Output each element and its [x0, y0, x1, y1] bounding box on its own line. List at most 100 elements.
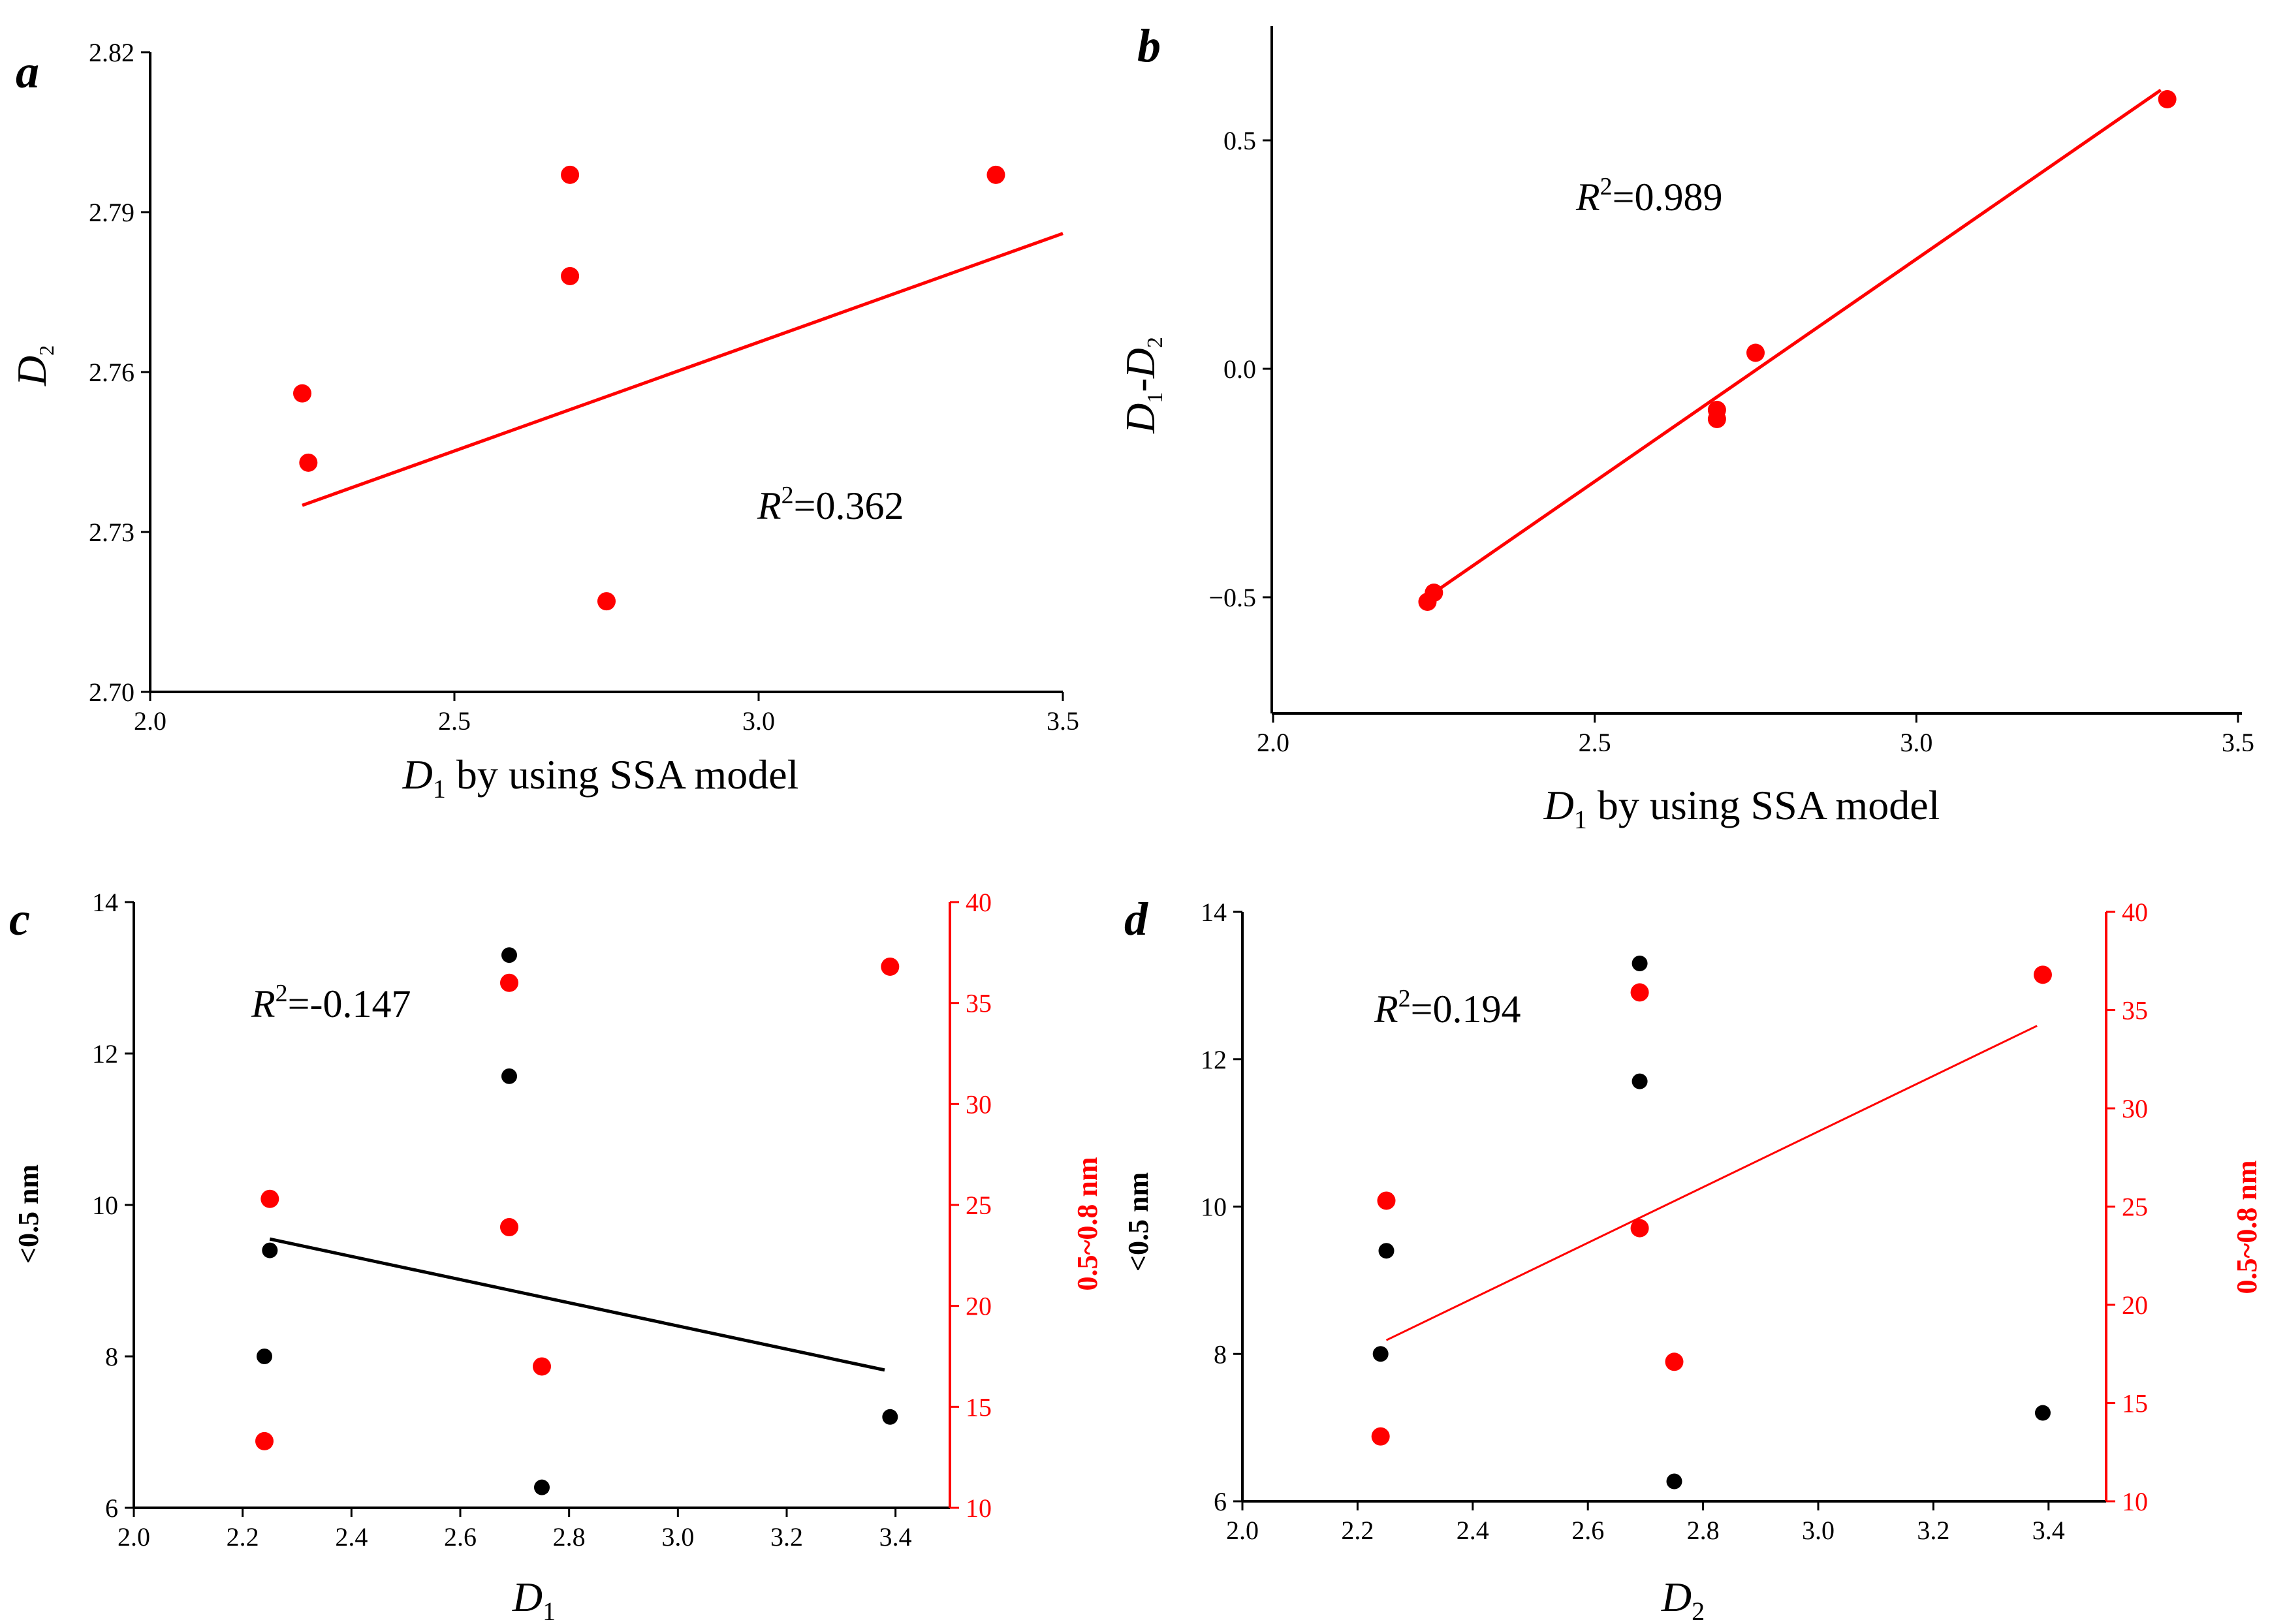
ticks-c: 2.0 2.2 2.4 2.6 2.8 3.0 3.2 3.4 6 8 10 12 14 10 15 20 25…: [92, 888, 992, 1552]
ticks-a: 2.0 2.5 3.0 3.5 2.70 2.73 2.76 2.79 2.82: [89, 38, 1079, 736]
x-tick-label: 3.5: [2222, 728, 2254, 757]
y2-tick-label: 30: [2122, 1094, 2148, 1123]
y-axis-label-b: D1-D2: [1117, 337, 1167, 434]
y2-tick-label: 40: [2122, 898, 2148, 927]
panel-letter-a: a: [16, 46, 39, 98]
y-tick-label: 14: [1201, 898, 1227, 927]
points-a: [293, 165, 1005, 611]
y-axis-label-left-c: <0.5 nm: [12, 1164, 44, 1264]
regression-line: [269, 1237, 885, 1372]
r2-label-c: R2=-0.147: [251, 980, 411, 1025]
y-tick-label: 12: [92, 1039, 118, 1069]
x-tick-label: 2.0: [134, 706, 166, 736]
y2-tick-label: 35: [966, 989, 992, 1018]
y-tick-label: 0.0: [1223, 354, 1256, 384]
y2-tick-label: 20: [966, 1292, 992, 1321]
y-tick-label: 8: [105, 1342, 118, 1371]
black-point: [501, 947, 517, 963]
red-point: [260, 1189, 279, 1208]
y-tick-label: 0.5: [1223, 126, 1256, 155]
r2-label-b: R2=0.989: [1575, 173, 1723, 219]
black-point: [1632, 956, 1648, 972]
x-axis-label-d: D2: [1661, 1574, 1705, 1624]
y2-tick-label: 40: [966, 888, 992, 917]
black-point: [2034, 1405, 2051, 1421]
x-tick-label: 3.0: [742, 706, 775, 736]
red-point: [597, 592, 616, 611]
x-tick-label: 2.5: [1579, 728, 1611, 757]
x-tick-label: 2.2: [1341, 1516, 1374, 1545]
y-tick-label: 2.70: [89, 678, 134, 707]
red-point: [561, 165, 580, 184]
red-point: [1377, 1191, 1396, 1210]
red-point: [1707, 410, 1726, 428]
y2-tick-label: 15: [2122, 1389, 2148, 1418]
red-point: [986, 165, 1005, 184]
black-point: [534, 1479, 550, 1495]
x-tick-label: 3.2: [1917, 1516, 1949, 1545]
panel-letter-d: d: [1124, 893, 1148, 945]
regression-line: [1385, 1025, 2038, 1341]
panel-letter-c: c: [9, 893, 30, 945]
y-tick-label: 12: [1201, 1045, 1227, 1074]
x-tick-label: 2.6: [1571, 1516, 1604, 1545]
y2-tick-label: 25: [966, 1191, 992, 1220]
x-tick-label: 2.8: [553, 1522, 586, 1552]
ticks-b: 2.0 2.5 3.0 3.5 −0.5 0.0 0.5: [1208, 126, 2254, 757]
x-tick-label: 2.8: [1687, 1516, 1720, 1545]
y-axis-label-right-c: 0.5~0.8 nm: [1071, 1157, 1103, 1290]
r2-label-d: R2=0.194: [1374, 985, 1521, 1031]
x-tick-label: 2.0: [118, 1522, 150, 1552]
red-point: [1371, 1427, 1390, 1446]
panel-letter-b: b: [1137, 20, 1161, 72]
fit-line-a: [302, 232, 1064, 507]
red-point: [1630, 1219, 1649, 1238]
red-point: [1630, 983, 1649, 1002]
red-point: [293, 384, 311, 403]
y-tick-label: 2.76: [89, 358, 134, 387]
red-point: [2158, 90, 2177, 108]
x-tick-label: 2.4: [335, 1522, 368, 1552]
x-tick-label: 2.0: [1257, 728, 1289, 757]
x-tick-label: 3.2: [770, 1522, 803, 1552]
red-point: [500, 973, 518, 992]
fit-line-b: [1432, 88, 2162, 595]
y-tick-label: 6: [1214, 1487, 1227, 1516]
x-tick-label: 3.4: [2032, 1516, 2065, 1545]
panel-d: d 2.0 2.2 2.4 2.6 2.8 3.0 3.2 3.4 6 8 10 12 14 10 15 20…: [1122, 893, 2263, 1624]
y-tick-label: 2.79: [89, 198, 134, 227]
y-tick-label: −0.5: [1208, 583, 1256, 612]
red-point: [500, 1218, 518, 1237]
y-tick-label: 14: [92, 888, 118, 917]
y2-tick-label: 10: [966, 1493, 992, 1523]
points-d: [1371, 956, 2052, 1490]
red-point: [255, 1431, 274, 1450]
y2-tick-label: 15: [966, 1392, 992, 1422]
panel-b: b 2.0 2.5 3.0 3.5 −0.5 0.0 0.5 R2=0.989 D1 by …: [1117, 20, 2254, 834]
red-point: [299, 453, 318, 472]
x-axis-label-c: D1: [512, 1574, 556, 1624]
y-axis-label-right-d: 0.5~0.8 nm: [2231, 1160, 2263, 1294]
black-point: [257, 1349, 272, 1364]
black-point: [1378, 1243, 1395, 1259]
x-tick-label: 3.0: [661, 1522, 694, 1552]
r2-label-a: R2=0.362: [757, 482, 904, 527]
fit-line-c: [269, 1237, 885, 1372]
x-axis-label-a: D1 by using SSA model: [402, 751, 799, 804]
y-tick-label: 6: [105, 1493, 118, 1523]
black-point: [1372, 1346, 1389, 1362]
x-tick-label: 3.5: [1047, 706, 1079, 736]
black-point: [262, 1242, 278, 1258]
red-point: [2033, 965, 2052, 984]
red-point: [881, 957, 900, 976]
fit-line-d: [1385, 1025, 2038, 1341]
black-point: [1632, 1073, 1648, 1089]
x-tick-label: 3.4: [879, 1522, 912, 1552]
x-tick-label: 2.4: [1457, 1516, 1489, 1545]
red-point: [1746, 343, 1765, 362]
x-tick-label: 2.6: [444, 1522, 477, 1552]
y-axis-label-left-d: <0.5 nm: [1122, 1172, 1154, 1272]
x-axis-label-b: D1 by using SSA model: [1543, 782, 1940, 834]
black-point: [501, 1068, 517, 1084]
